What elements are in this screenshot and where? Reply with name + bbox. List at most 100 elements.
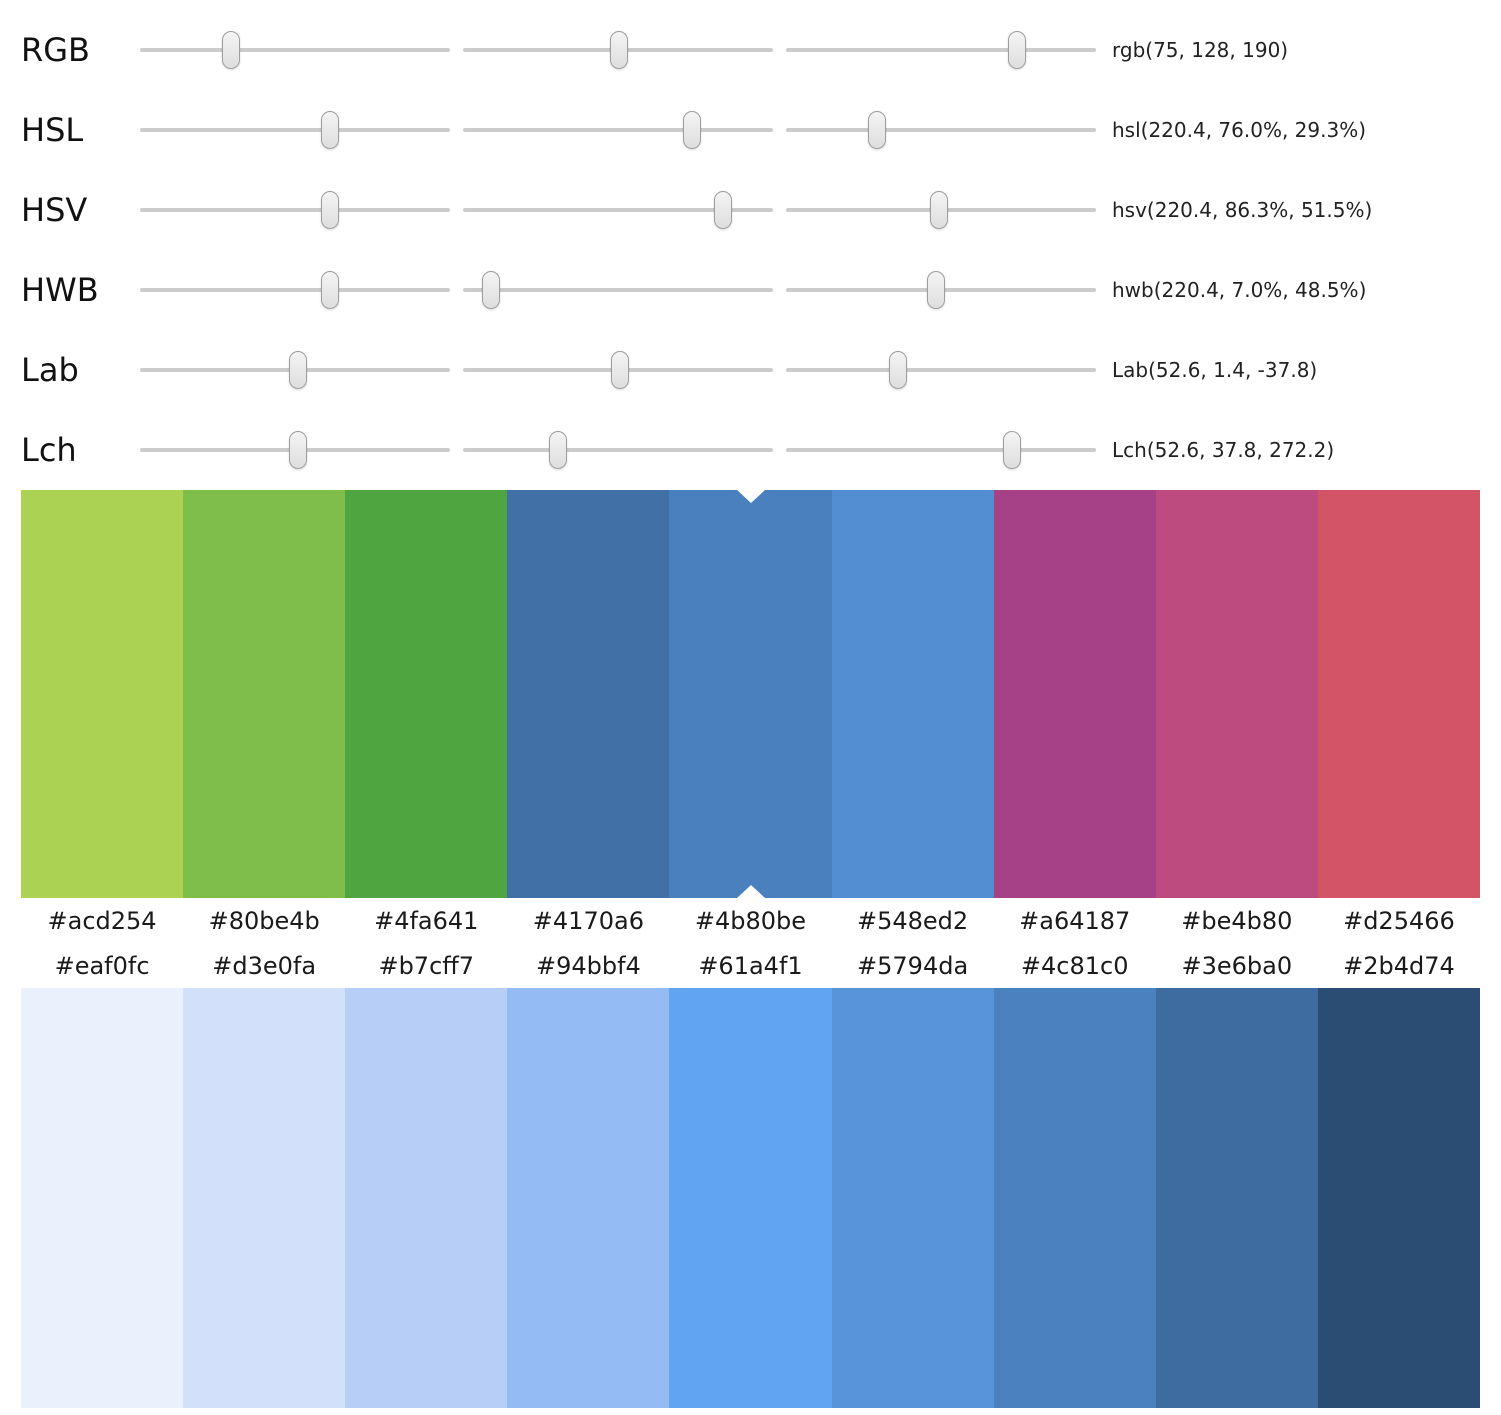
channel-slider-3[interactable] xyxy=(786,268,1096,312)
slider-thumb[interactable] xyxy=(222,31,241,69)
channel-slider-2[interactable] xyxy=(463,188,773,232)
slider-thumb[interactable] xyxy=(289,431,308,469)
channel-slider-1[interactable] xyxy=(140,268,450,312)
slider-thumb[interactable] xyxy=(888,351,907,389)
color-swatch[interactable] xyxy=(183,988,346,1408)
color-swatch[interactable] xyxy=(345,490,508,898)
channel-slider-2[interactable] xyxy=(463,28,773,72)
color-swatch[interactable] xyxy=(183,490,346,898)
color-swatch[interactable] xyxy=(831,490,994,898)
color-value-text: Lch(52.6, 37.8, 272.2) xyxy=(1112,438,1335,462)
swatch-hex-label: #be4b80 xyxy=(1181,906,1293,935)
slider-row: HWB hwb(220.4, 7.0%, 48.5%) xyxy=(0,250,1501,330)
slider-thumb[interactable] xyxy=(683,111,702,149)
swatch-hex-label: #4c81c0 xyxy=(1020,951,1129,980)
color-swatch[interactable] xyxy=(507,490,670,898)
slider-group xyxy=(140,188,1096,232)
swatch-hex-label: #eaf0fc xyxy=(54,951,150,980)
swatch-hex-label: #548ed2 xyxy=(857,906,969,935)
slider-thumb[interactable] xyxy=(714,191,733,229)
slider-track[interactable] xyxy=(463,128,773,132)
slider-track[interactable] xyxy=(463,448,773,452)
color-swatch[interactable] xyxy=(669,490,832,898)
slider-row: RGB rgb(75, 128, 190) xyxy=(0,10,1501,90)
slider-track[interactable] xyxy=(140,208,450,212)
slider-track[interactable] xyxy=(140,288,450,292)
channel-slider-1[interactable] xyxy=(140,108,450,152)
swatch-hex-label: #b7cff7 xyxy=(378,951,475,980)
channel-slider-3[interactable] xyxy=(786,428,1096,472)
swatch-hex-label: #d25466 xyxy=(1343,906,1455,935)
slider-track[interactable] xyxy=(140,128,450,132)
color-value-text: hsv(220.4, 86.3%, 51.5%) xyxy=(1112,198,1373,222)
slider-thumb[interactable] xyxy=(320,111,339,149)
slider-thumb[interactable] xyxy=(1007,31,1026,69)
diverging-palette-labels: #acd254 #80be4b #4fa641 #4170a6 #4b80be … xyxy=(21,898,1480,943)
channel-slider-1[interactable] xyxy=(140,428,450,472)
slider-thumb[interactable] xyxy=(927,271,946,309)
swatch-hex-label: #4fa641 xyxy=(374,906,479,935)
swatch-hex-label: #a64187 xyxy=(1019,906,1131,935)
selection-notch-top xyxy=(736,490,765,503)
color-value-text: Lab(52.6, 1.4, -37.8) xyxy=(1112,358,1318,382)
color-swatch[interactable] xyxy=(993,988,1156,1408)
slider-thumb[interactable] xyxy=(548,431,567,469)
colorspace-label: HSL xyxy=(21,111,84,149)
color-value-text: hwb(220.4, 7.0%, 48.5%) xyxy=(1112,278,1367,302)
color-swatch[interactable] xyxy=(345,988,508,1408)
color-swatch[interactable] xyxy=(669,988,832,1408)
channel-slider-3[interactable] xyxy=(786,348,1096,392)
color-swatch[interactable] xyxy=(21,490,184,898)
diverging-palette xyxy=(21,490,1480,898)
slider-thumb[interactable] xyxy=(320,271,339,309)
channel-slider-1[interactable] xyxy=(140,348,450,392)
channel-slider-2[interactable] xyxy=(463,268,773,312)
slider-group xyxy=(140,268,1096,312)
channel-slider-1[interactable] xyxy=(140,28,450,72)
slider-thumb[interactable] xyxy=(320,191,339,229)
swatch-hex-label: #4170a6 xyxy=(532,906,644,935)
slider-group xyxy=(140,348,1096,392)
slider-panel: RGB rgb(75, 128, 190) HSL xyxy=(0,0,1501,490)
color-swatch[interactable] xyxy=(507,988,670,1408)
channel-slider-2[interactable] xyxy=(463,428,773,472)
color-swatch[interactable] xyxy=(1317,490,1480,898)
colorspace-label: Lab xyxy=(21,351,79,389)
slider-thumb[interactable] xyxy=(609,31,628,69)
slider-row: HSV hsv(220.4, 86.3%, 51.5%) xyxy=(0,170,1501,250)
channel-slider-2[interactable] xyxy=(463,348,773,392)
color-swatch[interactable] xyxy=(21,988,184,1408)
slider-track[interactable] xyxy=(786,368,1096,372)
channel-slider-3[interactable] xyxy=(786,28,1096,72)
colorspace-label: HWB xyxy=(21,271,99,309)
slider-thumb[interactable] xyxy=(1003,431,1022,469)
channel-slider-2[interactable] xyxy=(463,108,773,152)
slider-track[interactable] xyxy=(463,208,773,212)
slider-track[interactable] xyxy=(786,48,1096,52)
swatch-hex-label: #94bbf4 xyxy=(535,951,641,980)
slider-thumb[interactable] xyxy=(610,351,629,389)
colorspace-label: RGB xyxy=(21,31,90,69)
channel-slider-1[interactable] xyxy=(140,188,450,232)
swatch-hex-label: #3e6ba0 xyxy=(1181,951,1293,980)
color-swatch[interactable] xyxy=(831,988,994,1408)
channel-slider-3[interactable] xyxy=(786,188,1096,232)
slider-thumb[interactable] xyxy=(289,351,308,389)
swatch-hex-label: #61a4f1 xyxy=(698,951,803,980)
slider-row: Lab Lab(52.6, 1.4, -37.8) xyxy=(0,330,1501,410)
color-swatch[interactable] xyxy=(1155,988,1318,1408)
color-swatch[interactable] xyxy=(1317,988,1480,1408)
channel-slider-3[interactable] xyxy=(786,108,1096,152)
slider-track[interactable] xyxy=(786,128,1096,132)
color-swatch[interactable] xyxy=(1155,490,1318,898)
slider-track[interactable] xyxy=(463,288,773,292)
color-swatch[interactable] xyxy=(993,490,1156,898)
slider-thumb[interactable] xyxy=(481,271,500,309)
slider-thumb[interactable] xyxy=(930,191,949,229)
slider-track[interactable] xyxy=(140,48,450,52)
slider-track[interactable] xyxy=(786,448,1096,452)
sequential-palette-labels: #eaf0fc #d3e0fa #b7cff7 #94bbf4 #61a4f1 … xyxy=(21,943,1480,988)
slider-thumb[interactable] xyxy=(867,111,886,149)
swatch-hex-label: #2b4d74 xyxy=(1343,951,1455,980)
